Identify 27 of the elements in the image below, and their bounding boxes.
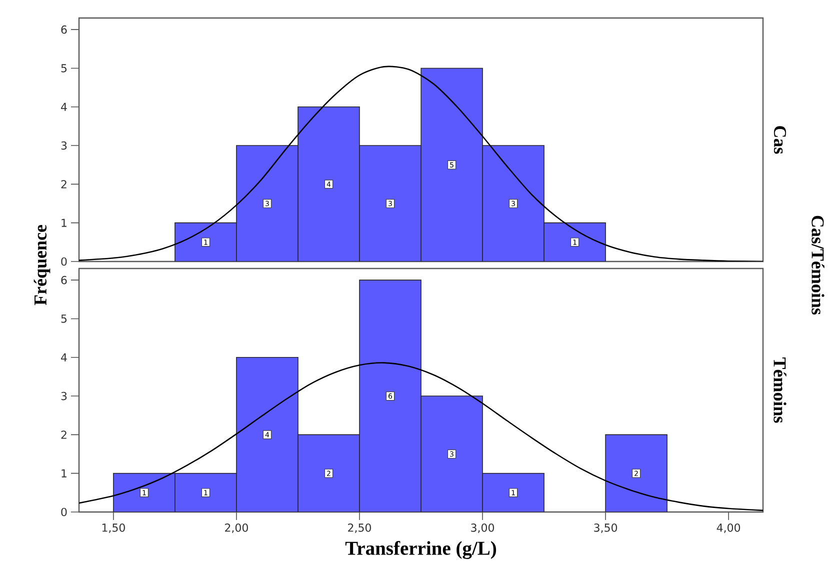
- x-tick-label: 3,00: [471, 524, 494, 533]
- y2-axis-title: Témoins: [774, 358, 786, 423]
- y-tick-label: 5: [61, 64, 67, 72]
- x-tick-label: 2,00: [225, 524, 248, 533]
- y-tick-label: 4: [61, 102, 67, 111]
- x-tick-label: 4,00: [716, 524, 740, 533]
- y-tick-label: 6: [61, 25, 67, 34]
- y-tick-label: 4: [61, 353, 67, 362]
- y-tick-label: 0: [61, 508, 67, 516]
- line-series: [79, 66, 764, 262]
- x-axis-title: Transferrine (g/L): [345, 540, 496, 559]
- x-tick-label: 2,50: [348, 524, 371, 533]
- y-tick-label: 6: [61, 276, 67, 284]
- y2-axis-title: Cas: [774, 126, 786, 154]
- y-axis-title: Fréquence: [34, 224, 50, 306]
- text: Cas/Témoins: [812, 216, 824, 315]
- line-series: [79, 362, 764, 512]
- y-tick-label: 1: [62, 218, 66, 227]
- y-tick-label: 3: [61, 141, 67, 150]
- y-tick-label: 5: [61, 314, 67, 323]
- x-tick-label: 3,50: [594, 524, 618, 533]
- y-tick-label: 2: [61, 180, 66, 188]
- y-tick-label: 1: [62, 469, 66, 478]
- x-tick-label: 1,50: [102, 524, 125, 533]
- y-tick-label: 3: [61, 392, 67, 400]
- y-tick-label: 0: [61, 257, 67, 266]
- y-tick-label: 2: [61, 430, 66, 439]
